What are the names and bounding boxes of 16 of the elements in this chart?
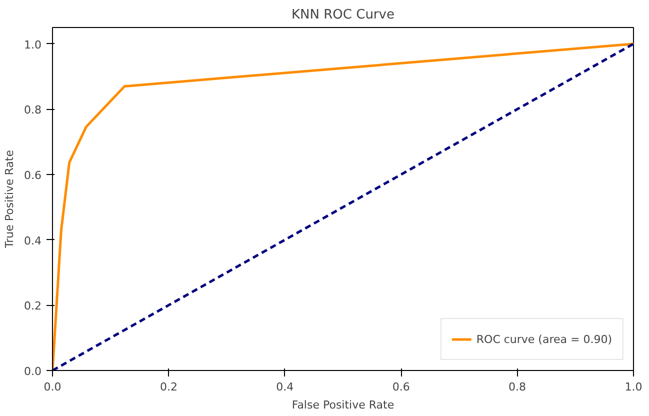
legend-label: ROC curve (area = 0.90) <box>476 332 612 346</box>
x-axis-title: False Positive Rate <box>292 398 394 412</box>
x-tick-label: 0.4 <box>276 380 294 394</box>
x-tick-label: 0.8 <box>508 380 526 394</box>
y-tick-label: 0.4 <box>24 234 42 248</box>
x-tick-label: 0.0 <box>44 380 62 394</box>
y-tick-label: 0.0 <box>24 365 42 378</box>
y-tick-label: 0.6 <box>24 169 42 182</box>
x-tick-label: 0.2 <box>160 380 178 394</box>
chart-title: KNN ROC Curve <box>292 8 394 22</box>
y-tick-label: 0.2 <box>24 300 42 313</box>
y-tick-label: 1.0 <box>24 38 42 52</box>
x-tick-label: 1.0 <box>624 380 642 394</box>
y-tick-label: 0.8 <box>24 104 42 117</box>
x-tick-label: 0.6 <box>392 380 410 394</box>
y-axis-title: True Positive Rate <box>3 150 16 249</box>
